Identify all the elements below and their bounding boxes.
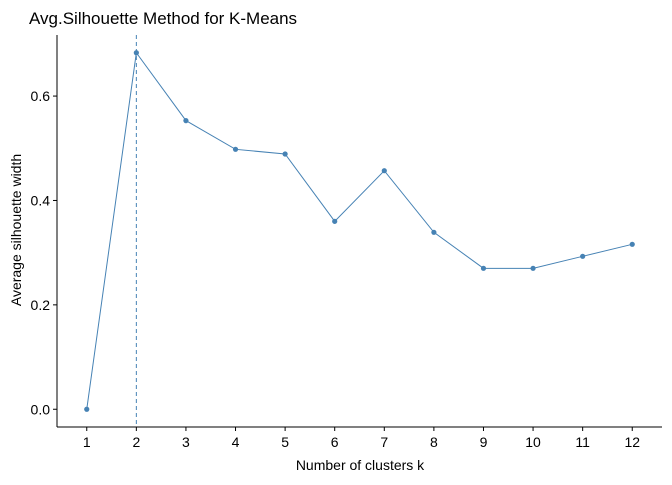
data-point [629, 241, 635, 247]
x-tick-label: 6 [331, 434, 339, 450]
data-point [431, 229, 437, 235]
data-point [133, 50, 139, 56]
x-axis-title: Number of clusters k [296, 457, 425, 473]
data-point [282, 151, 288, 157]
series-line [86, 51, 633, 410]
x-tick-label: 7 [380, 434, 388, 450]
data-point [480, 265, 487, 271]
x-tick-label: 9 [480, 434, 488, 450]
x-tick-label: 10 [525, 434, 541, 450]
y-tick-label: 0.6 [31, 88, 51, 104]
y-tick-label: 0.4 [31, 192, 51, 208]
chart-title: Avg.Silhouette Method for K-Means [29, 9, 297, 28]
axes: 0.00.20.40.61 2 3 4 5 6 7 8 9 10 11 12 [31, 35, 662, 450]
data-point [580, 253, 586, 259]
y-tick-label: 0.2 [31, 297, 51, 313]
y-axis-title: Average silhouette width [8, 154, 24, 306]
x-tick-label: 3 [182, 434, 190, 450]
x-tick-label: 8 [430, 434, 438, 450]
data-point [332, 218, 338, 224]
x-tick-label: 11 [575, 434, 590, 450]
data-point [530, 265, 536, 271]
data-point [84, 406, 90, 412]
x-tick-label: 2 [132, 434, 140, 450]
data-point [232, 146, 239, 152]
plot-area [84, 35, 635, 427]
x-tick-label: 4 [232, 434, 240, 450]
y-tick-label: 0.0 [31, 401, 51, 417]
data-point [183, 118, 189, 124]
x-tick-label: 5 [281, 434, 289, 450]
data-point [381, 168, 387, 174]
x-tick-label: 1 [83, 434, 91, 450]
x-tick-label: 12 [624, 434, 640, 450]
